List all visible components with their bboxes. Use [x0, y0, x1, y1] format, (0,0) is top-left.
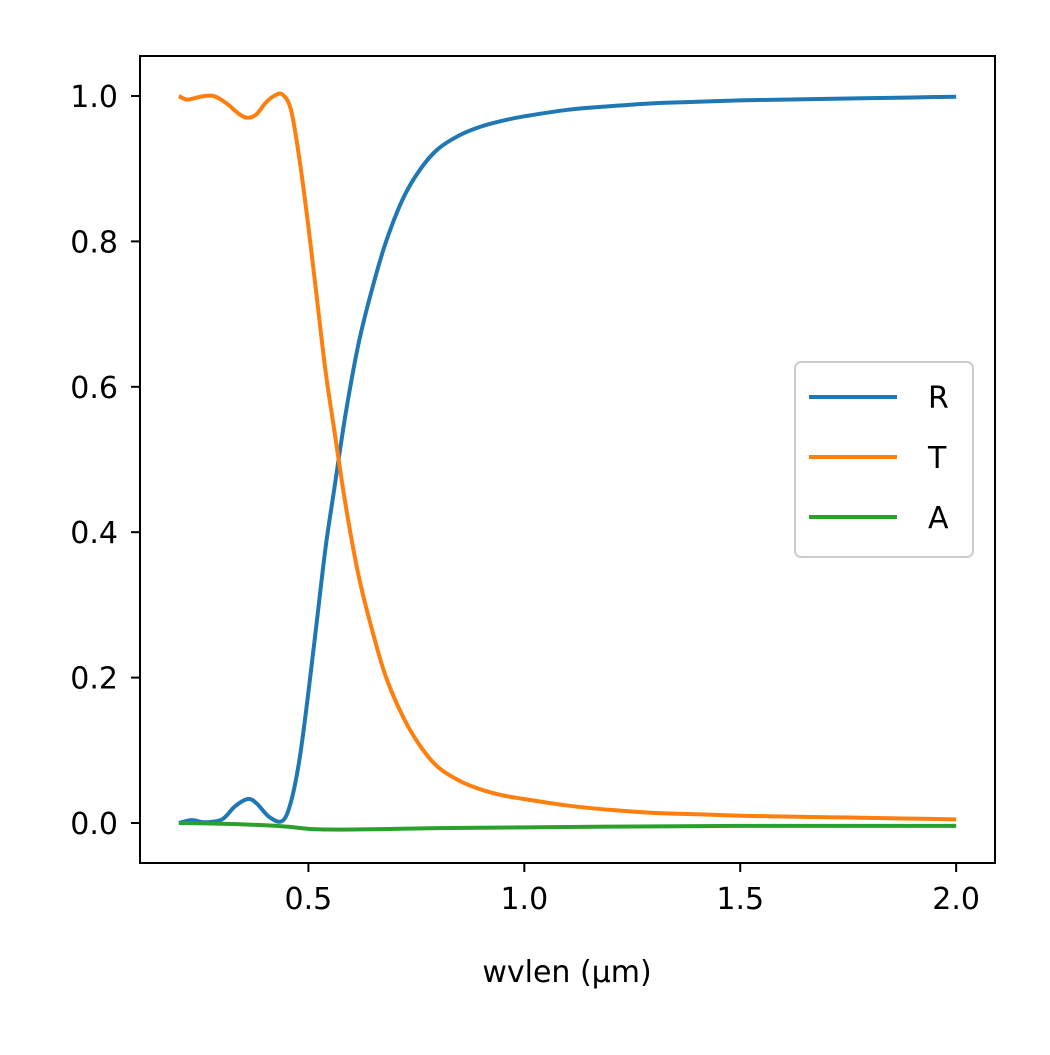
- y-tick-label: 0.2: [70, 662, 118, 697]
- x-axis: 0.5 1.0 1.5 2.0: [285, 863, 980, 917]
- y-tick-label: 0.8: [70, 225, 118, 260]
- series-line-r: [178, 94, 957, 825]
- y-tick-label: 0.0: [70, 807, 118, 842]
- legend-label-r: R: [928, 381, 949, 416]
- series-line-a: [178, 821, 957, 832]
- x-tick-label: 0.5: [285, 882, 333, 917]
- legend-label-a: A: [928, 501, 949, 536]
- y-tick-label: 0.6: [70, 371, 118, 406]
- legend-label-t: T: [927, 441, 947, 476]
- legend: RTA: [794, 361, 974, 558]
- x-tick-label: 1.5: [716, 882, 764, 917]
- y-axis: 0.0 0.2 0.4 0.6 0.8 1.0: [70, 80, 140, 842]
- y-tick-label: 1.0: [70, 80, 118, 115]
- x-tick-label: 1.0: [500, 882, 548, 917]
- plot-frame: [139, 55, 996, 864]
- legend-box: [794, 361, 974, 558]
- x-tick-label: 2.0: [932, 882, 980, 917]
- y-tick-label: 0.4: [70, 516, 118, 551]
- x-axis-label: wvlen (μm): [482, 955, 651, 990]
- plot-lines: [177, 91, 957, 832]
- series-line-t: [177, 91, 957, 822]
